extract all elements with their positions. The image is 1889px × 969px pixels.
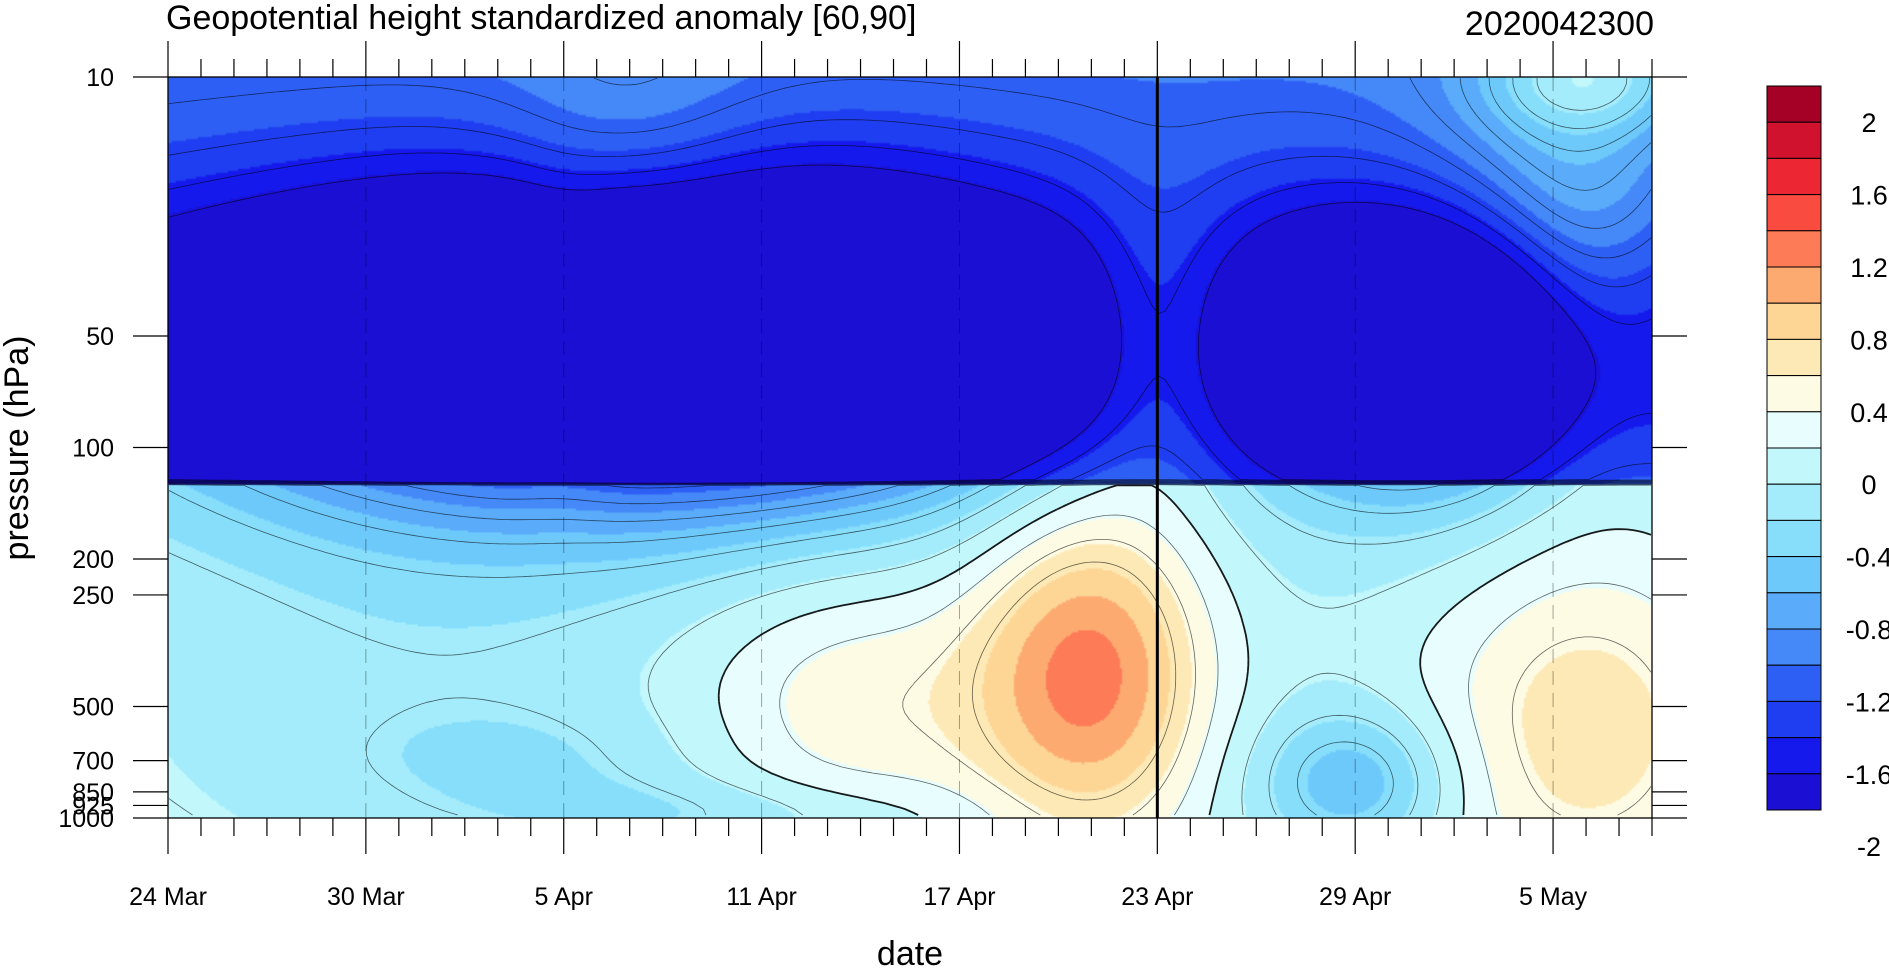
colorbar: 2 1.6 1.2 0.8 0.4 0 -0.4 -0.8 -1.2 -1.6 -2 bbox=[1766, 85, 1889, 862]
colorbar-bin bbox=[1766, 592, 1822, 630]
y-tick-label: 500 bbox=[72, 693, 114, 721]
x-tick-label: 11 Apr bbox=[726, 883, 796, 911]
colorbar-bin bbox=[1766, 266, 1822, 304]
colorbar-bin bbox=[1766, 411, 1822, 449]
x-tick-label: 29 Apr bbox=[1319, 883, 1391, 911]
contour-line bbox=[902, 539, 1652, 816]
y-tick-label: 925 bbox=[72, 792, 114, 820]
colorbar-bin bbox=[1766, 664, 1822, 702]
colorbar-label: -1.2 bbox=[1846, 687, 1889, 717]
colorbar-bin bbox=[1766, 700, 1822, 739]
colorbar-label: -2 bbox=[1857, 832, 1881, 862]
y-tick-label: 700 bbox=[72, 748, 114, 776]
colorbar-label: 0 bbox=[1861, 470, 1876, 500]
date-gridlines bbox=[365, 77, 1554, 818]
contour-line bbox=[168, 119, 1652, 486]
colorbar-label: -0.4 bbox=[1846, 543, 1889, 573]
colorbar-bin bbox=[1766, 157, 1822, 196]
colorbar-bin bbox=[1766, 773, 1822, 811]
colorbar-bin bbox=[1766, 483, 1822, 521]
contour-line bbox=[971, 561, 1177, 801]
colorbar-label: 0.8 bbox=[1850, 325, 1888, 355]
x-tick-label: 23 Apr bbox=[1121, 883, 1193, 911]
y-tick-label: 850 bbox=[72, 779, 114, 807]
x-tick-label: 30 Mar bbox=[327, 883, 405, 911]
x-tick-label: 5 May bbox=[1519, 883, 1588, 911]
colorbar-bin bbox=[1766, 302, 1822, 340]
colorbar-label: 1.6 bbox=[1850, 181, 1888, 211]
colorbar-bin bbox=[1766, 194, 1822, 232]
colorbar-bin bbox=[1766, 375, 1822, 413]
y-tick-label: 50 bbox=[86, 323, 114, 351]
contour-line bbox=[168, 79, 1652, 489]
contour-line bbox=[717, 484, 1652, 816]
chart-date-label: 2020042300 bbox=[1465, 5, 1654, 43]
contour-line bbox=[168, 77, 1651, 816]
colorbar-label: 2 bbox=[1861, 108, 1876, 138]
contour-line bbox=[168, 484, 1651, 816]
anomaly-field bbox=[168, 77, 1652, 818]
contour-line bbox=[168, 77, 1652, 505]
x-tick-label: 5 Apr bbox=[535, 883, 593, 911]
y-tick-label: 250 bbox=[72, 582, 114, 610]
colorbar-bin bbox=[1766, 447, 1822, 485]
x-tick-label: 24 Mar bbox=[129, 883, 207, 911]
y-tick-label: 100 bbox=[72, 435, 114, 463]
colorbar-label: 0.4 bbox=[1850, 398, 1888, 428]
colorbar-bin bbox=[1766, 519, 1822, 558]
colorbar-label: -0.8 bbox=[1846, 615, 1889, 645]
plot-area bbox=[167, 76, 1653, 819]
colorbar-bin bbox=[1766, 556, 1822, 594]
contour-line bbox=[168, 77, 1652, 522]
chart-title: Geopotential height standardized anomaly… bbox=[166, 0, 916, 37]
contour-lines bbox=[168, 77, 1652, 816]
colorbar-bin bbox=[1766, 230, 1822, 268]
contour-line bbox=[168, 164, 1597, 484]
colorbar-label: 1.2 bbox=[1850, 253, 1888, 283]
colorbar-bin bbox=[1766, 85, 1822, 123]
x-tick-label: 17 Apr bbox=[923, 883, 995, 911]
y-tick-label: 1000 bbox=[58, 805, 114, 833]
colorbar-label: -1.6 bbox=[1846, 760, 1889, 790]
x-axis-title: date bbox=[877, 935, 943, 969]
colorbar-bin bbox=[1766, 737, 1822, 775]
y-tick-label: 10 bbox=[86, 64, 114, 92]
colorbar-bin bbox=[1766, 338, 1822, 377]
contour-line bbox=[168, 145, 1652, 485]
colorbar-bin bbox=[1766, 628, 1822, 666]
colorbar-bin bbox=[1766, 121, 1822, 159]
contour-line bbox=[169, 77, 1652, 545]
contour-line bbox=[168, 77, 1651, 816]
y-tick-label: 200 bbox=[72, 546, 114, 574]
contour-line bbox=[779, 514, 1652, 816]
y-axis-title: pressure (hPa) bbox=[0, 336, 36, 561]
x-axis: 24 Mar 30 Mar 5 Apr 11 Apr 17 Apr 23 Apr 29 Ap… bbox=[129, 41, 1653, 911]
